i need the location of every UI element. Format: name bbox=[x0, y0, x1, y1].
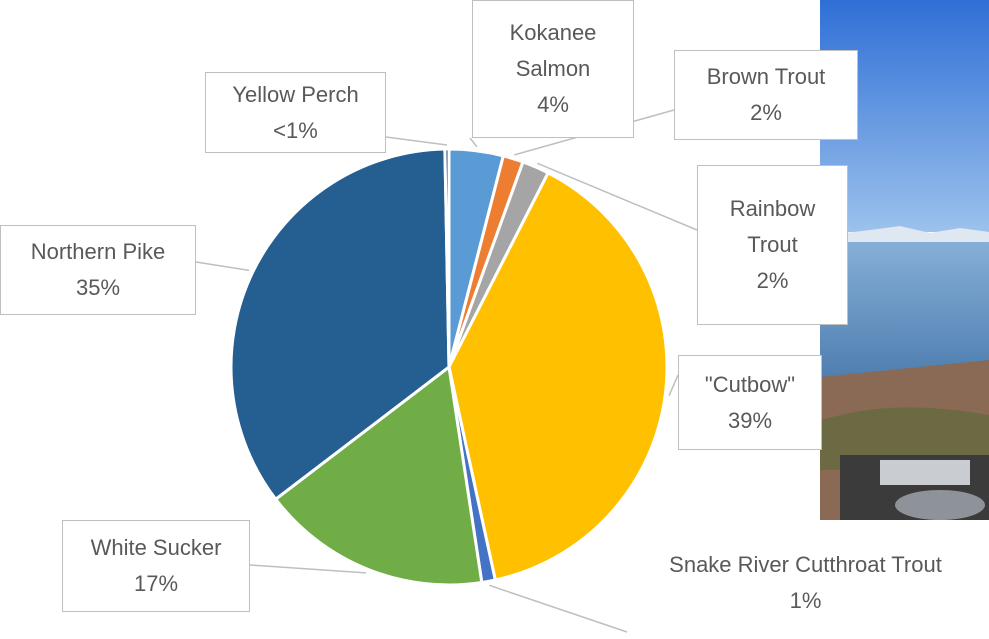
leader-line bbox=[249, 564, 366, 574]
label-value: 39% bbox=[727, 407, 773, 433]
data-label: Rainbow Trout 2% bbox=[697, 165, 848, 325]
label-name: Rainbow Trout bbox=[729, 196, 816, 257]
leader-line bbox=[469, 137, 478, 148]
pie bbox=[229, 147, 669, 587]
leader-line bbox=[537, 162, 698, 231]
label-name: Brown Trout bbox=[706, 64, 826, 89]
label-name: Yellow Perch bbox=[232, 81, 359, 107]
label-name: "Cutbow" bbox=[704, 371, 796, 397]
label-value: 2% bbox=[750, 100, 782, 125]
label-name: Kokanee Salmon bbox=[509, 20, 597, 81]
pie-slice bbox=[447, 170, 669, 582]
data-label: Brown Trout 2% bbox=[674, 50, 858, 140]
leader-line bbox=[489, 584, 628, 633]
data-label: "Cutbow" 39% bbox=[678, 355, 822, 450]
label-value: <1% bbox=[273, 117, 318, 143]
photo bbox=[820, 0, 989, 520]
data-label: Northern Pike 35% bbox=[0, 225, 196, 315]
pie-slice bbox=[229, 147, 451, 502]
label-value: 2% bbox=[756, 268, 789, 293]
pie-slice bbox=[443, 147, 451, 368]
data-label: White Sucker 17% bbox=[62, 520, 250, 612]
pie-slice bbox=[273, 364, 484, 587]
label-name: Snake River Cutthroat Trout bbox=[669, 552, 942, 577]
label-value: 35% bbox=[75, 275, 121, 300]
data-label: Snake River Cutthroat Trout 1% bbox=[622, 527, 989, 639]
label-value: 17% bbox=[133, 571, 179, 596]
label-name: White Sucker bbox=[90, 535, 222, 560]
leader-line bbox=[195, 261, 250, 272]
label-value: 1% bbox=[789, 588, 822, 613]
data-label: Yellow Perch <1% bbox=[205, 72, 386, 153]
label-name: Northern Pike bbox=[30, 239, 166, 264]
label-value: 4% bbox=[537, 92, 569, 117]
data-label: Kokanee Salmon 4% bbox=[472, 0, 634, 138]
leader-line bbox=[668, 374, 679, 396]
leader-line bbox=[385, 136, 448, 146]
